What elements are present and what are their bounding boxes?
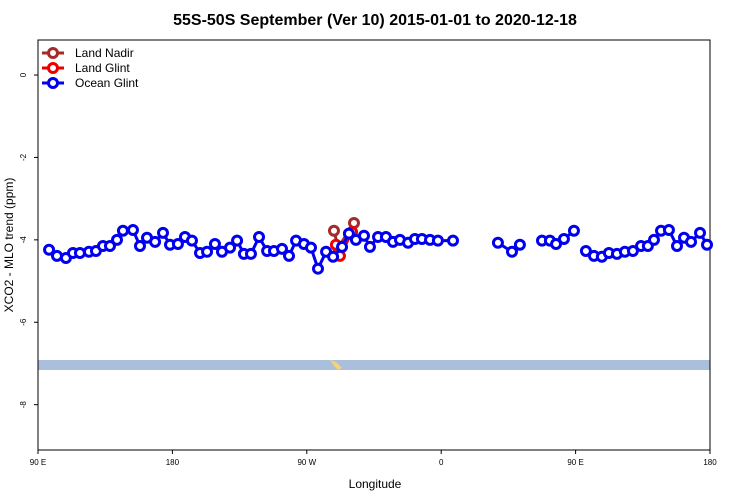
data-point: [126, 223, 139, 236]
data-point: [357, 229, 370, 242]
data-point: [693, 226, 706, 239]
data-point: [431, 234, 444, 247]
data-point: [550, 237, 563, 250]
data-point: [336, 240, 349, 253]
data-point: [648, 233, 660, 246]
data-point: [701, 238, 714, 251]
data-point: [327, 224, 340, 237]
data-point: [327, 250, 340, 263]
data-point: [201, 245, 214, 258]
data-point: [185, 234, 198, 247]
land-patch: [330, 360, 342, 370]
data-point: [43, 243, 56, 256]
chart-title: 55S-50S September (Ver 10) 2015-01-01 to…: [173, 12, 577, 29]
data-point: [363, 240, 376, 253]
data-point: [149, 235, 162, 248]
x-tick-label: 90 E: [567, 458, 583, 467]
y-tick-label: -4: [19, 236, 28, 244]
data-point: [276, 242, 289, 255]
data-point: [133, 240, 146, 253]
legend-marker: [47, 62, 59, 74]
data-point: [224, 241, 237, 254]
map-strip: [38, 360, 710, 370]
y-axis-label: XCO2 - MLO trend (ppm): [2, 178, 16, 313]
data-point: [171, 237, 184, 250]
x-tick-label: 0: [439, 458, 444, 467]
data-point: [304, 241, 317, 254]
data-point: [283, 249, 296, 262]
y-tick-label: -6: [19, 318, 28, 326]
data-point: [557, 233, 570, 246]
y-tick-label: -8: [19, 401, 28, 409]
data-point: [662, 223, 675, 236]
data-point: [312, 262, 324, 275]
data-point: [685, 235, 698, 248]
data-point: [244, 247, 257, 260]
data-point: [491, 236, 504, 249]
data-point: [156, 226, 169, 239]
data-point: [626, 244, 639, 257]
data-point: [505, 245, 518, 258]
legend-marker: [47, 77, 59, 89]
legend-marker: [47, 47, 59, 59]
x-tick-label: 180: [703, 458, 717, 467]
data-point: [347, 216, 360, 229]
data-point: [342, 227, 355, 240]
data-point: [116, 224, 129, 237]
x-tick-label: 90 W: [297, 458, 316, 467]
data-point: [446, 234, 459, 247]
legend-label: Ocean Glint: [75, 76, 139, 90]
x-tick-label: 180: [166, 458, 180, 467]
legend-label: Land Glint: [75, 61, 130, 75]
data-point: [208, 237, 221, 250]
data-point: [567, 224, 580, 237]
data-point: [231, 234, 244, 247]
data-point: [103, 240, 116, 253]
data-point: [253, 230, 266, 243]
legend-label: Land Nadir: [75, 46, 134, 60]
data-point: [670, 240, 683, 253]
data-point: [513, 238, 526, 251]
x-axis-label: Longitude: [349, 477, 402, 491]
x-tick-label: 90 E: [30, 458, 46, 467]
data-point: [579, 244, 592, 257]
data-point: [110, 233, 123, 246]
y-tick-label: -2: [19, 153, 28, 161]
y-tick-label: 0: [19, 72, 28, 77]
